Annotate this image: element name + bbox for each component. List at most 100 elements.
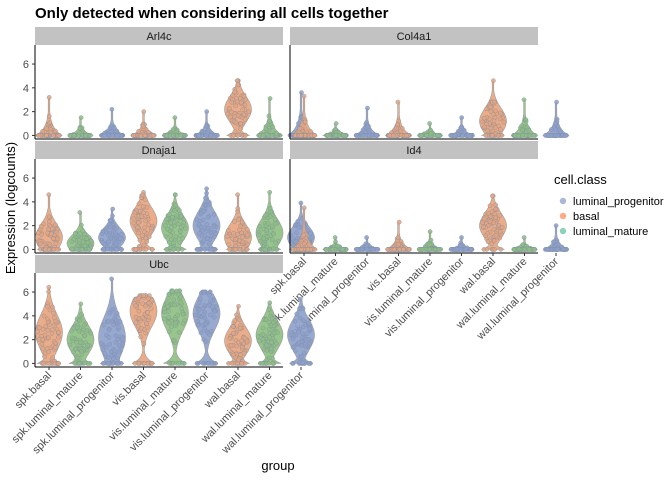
data-point (136, 128, 141, 134)
data-point (205, 236, 210, 241)
data-point (53, 222, 58, 227)
data-point (98, 341, 104, 346)
data-point (73, 346, 78, 352)
data-point (110, 213, 115, 219)
legend-key-luminal_mature (559, 227, 567, 235)
data-point (178, 213, 184, 219)
data-point (109, 107, 115, 112)
data-point (53, 345, 58, 350)
data-point (108, 217, 114, 223)
data-point (520, 127, 525, 133)
data-point (257, 224, 262, 229)
data-point (207, 312, 213, 318)
data-point (83, 133, 89, 138)
data-point (511, 247, 517, 252)
data-point (73, 231, 78, 236)
data-point (76, 328, 82, 334)
data-point (266, 355, 272, 361)
data-point (267, 300, 273, 306)
data-point (491, 238, 497, 244)
data-point (139, 325, 144, 331)
data-point (194, 361, 200, 366)
data-point (79, 247, 85, 252)
facet-panels: Arl4c0246Col4a1Dnaja10246Id4spk.basalspk… (10, 27, 570, 457)
data-point (77, 317, 83, 323)
data-point (364, 247, 370, 252)
data-point (263, 126, 269, 131)
data-point (395, 235, 401, 240)
data-point (88, 330, 93, 336)
data-point (224, 234, 230, 239)
data-point (107, 125, 113, 130)
data-point (246, 109, 252, 115)
data-point (520, 133, 525, 138)
data-point (290, 361, 295, 366)
data-point (301, 205, 307, 211)
data-point (84, 236, 90, 241)
data-point (264, 342, 270, 348)
data-point (274, 131, 280, 136)
data-point (48, 129, 54, 135)
data-point (353, 133, 359, 138)
data-point (245, 241, 250, 247)
facet-strip (290, 141, 538, 159)
data-point (115, 336, 121, 342)
data-point (299, 90, 304, 95)
data-point (178, 133, 184, 138)
data-point (166, 240, 172, 245)
data-point (275, 330, 280, 335)
data-point (307, 326, 313, 331)
data-point (143, 330, 148, 336)
data-point (74, 339, 79, 345)
data-point (489, 209, 495, 215)
data-point (242, 133, 248, 138)
data-point (120, 342, 125, 347)
data-point (168, 233, 173, 238)
data-point (77, 237, 82, 243)
data-point (164, 133, 169, 138)
data-point (115, 361, 121, 366)
data-point (135, 323, 141, 329)
data-point (490, 133, 495, 138)
data-point (141, 341, 147, 347)
facet-dnaja1: Dnaja1 0 2 4 6 (23, 141, 315, 256)
data-point (46, 95, 52, 100)
data-point (267, 119, 272, 124)
data-point (498, 110, 504, 116)
data-point (179, 247, 185, 252)
data-point (493, 233, 499, 238)
data-point (81, 322, 87, 328)
data-point (427, 121, 432, 126)
data-point (46, 114, 52, 119)
data-point (172, 302, 177, 308)
data-point (82, 333, 88, 338)
data-point (237, 317, 242, 323)
data-point (69, 246, 75, 252)
data-point (204, 222, 209, 227)
data-point (172, 316, 178, 322)
data-point (481, 224, 486, 230)
data-point (490, 193, 495, 199)
data-point (136, 220, 141, 225)
data-point (256, 232, 262, 238)
data-point (171, 337, 177, 343)
data-point (40, 346, 46, 351)
data-point (120, 337, 125, 342)
facet-strip (35, 27, 283, 45)
data-point (301, 232, 307, 238)
data-point (296, 340, 302, 345)
data-point (146, 222, 151, 228)
y-axis-title: Expression (logcounts) (3, 142, 18, 274)
data-point (297, 296, 303, 302)
data-point (231, 133, 236, 138)
data-point (482, 216, 487, 222)
data-point (178, 229, 183, 234)
data-point (297, 126, 303, 132)
data-point (242, 117, 248, 122)
data-point (488, 214, 493, 219)
data-point (138, 334, 143, 340)
data-point (71, 236, 77, 242)
data-point (272, 217, 278, 222)
data-point (233, 237, 238, 242)
data-point (226, 242, 232, 247)
